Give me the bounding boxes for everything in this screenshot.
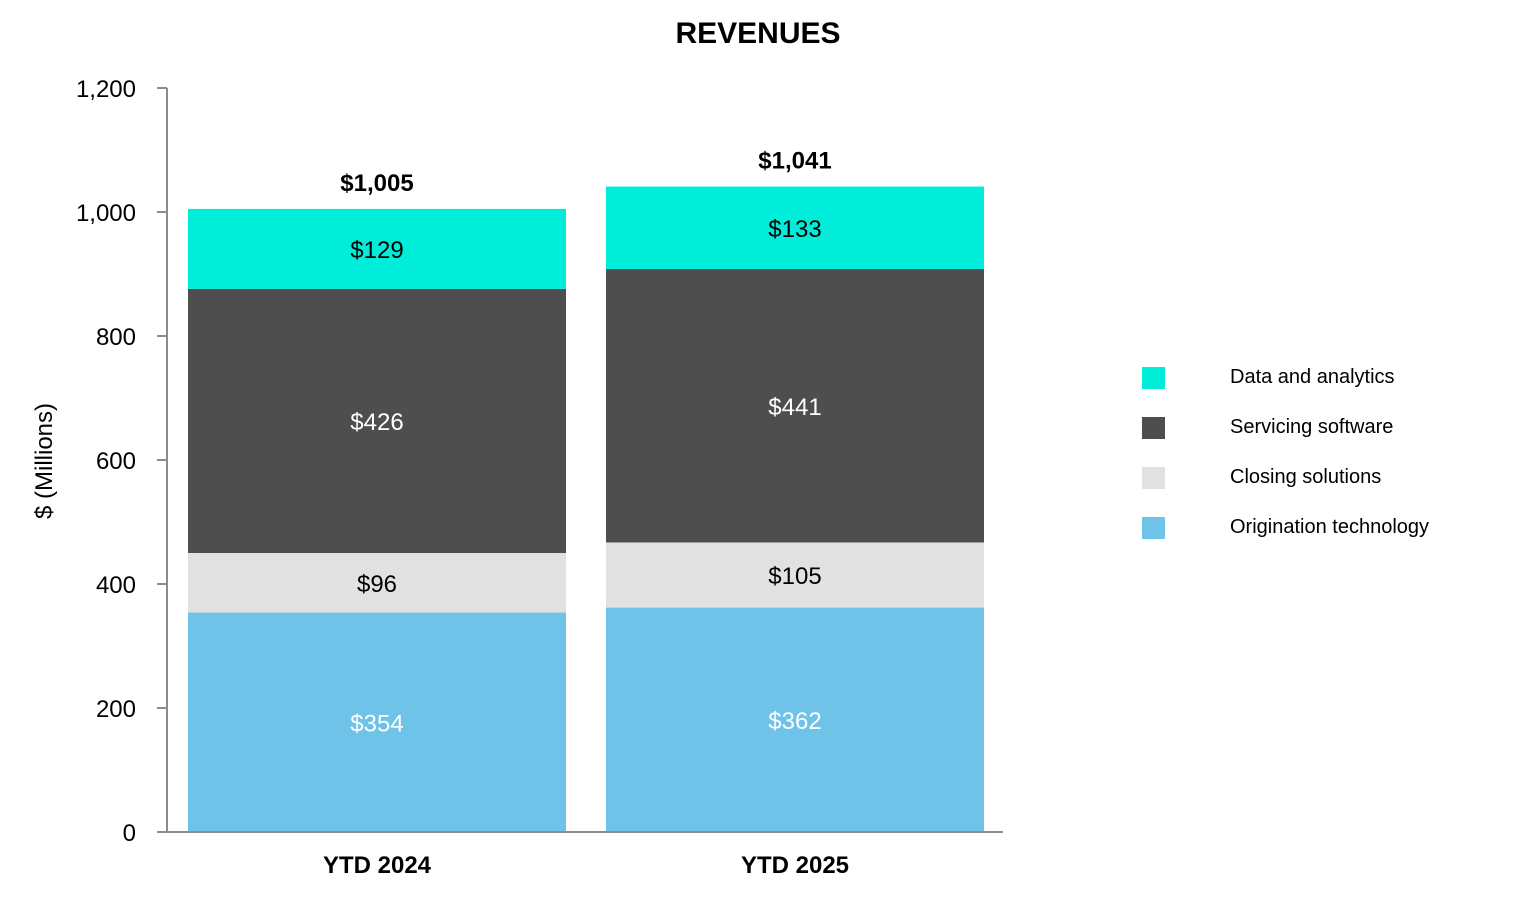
legend-item-closing-solutions: Closing solutions: [1142, 464, 1502, 514]
bar-data-and-analytics-2: [606, 186, 984, 270]
bar-closing-solutions-2: [606, 542, 984, 608]
y-tick-label: 600: [96, 448, 136, 475]
data-label-data-and-analytics: $133: [768, 216, 821, 243]
legend-swatch: [1142, 467, 1165, 489]
x-tick-label: YTD 2025: [741, 852, 849, 879]
legend: Data and analytics Servicing software Clos…: [1142, 364, 1502, 564]
legend-swatch: [1142, 417, 1165, 439]
y-tick-label: 1,000: [76, 200, 136, 227]
data-label-servicing-software: $441: [768, 394, 821, 421]
data-label-data-and-analytics: $129: [350, 237, 403, 264]
legend-item-origination-technology: Origination technology: [1142, 514, 1502, 564]
y-tick-label: 0: [123, 820, 136, 847]
axes: [157, 88, 1003, 833]
y-axis-label: $ (Millions): [31, 403, 58, 519]
legend-label: Origination technology: [1230, 516, 1430, 538]
data-label-closing-solutions: $105: [768, 563, 821, 590]
y-tick-label: 400: [96, 572, 136, 599]
legend-swatch: [1142, 517, 1165, 539]
y-axis: 0 200 400 600 800 1,000 1,200: [76, 76, 167, 847]
bar-servicing-software-2: [606, 269, 984, 543]
legend-label: Servicing software: [1230, 416, 1394, 438]
bar-servicing-software-1: [188, 288, 566, 553]
data-label-origination-technology: $354: [350, 710, 403, 737]
legend-item-servicing-software: Servicing software: [1142, 414, 1502, 464]
total-label: $1,005: [340, 170, 413, 197]
data-label-servicing-software: $426: [350, 409, 403, 436]
bar-data-and-analytics-1: [188, 208, 566, 289]
legend-item-data-and-analytics: Data and analytics: [1142, 364, 1502, 414]
bars: $354 $96 $426 $129 $1,005 $362 $105 $441 $133 $1,…: [188, 148, 984, 832]
legend-swatch: [1142, 367, 1165, 389]
data-label-closing-solutions: $96: [357, 571, 397, 598]
bar-closing-solutions-1: [188, 553, 566, 613]
y-tick-label: 1,200: [76, 76, 136, 103]
legend-label: Closing solutions: [1230, 466, 1382, 488]
chart-title: REVENUES: [675, 17, 840, 50]
y-tick-label: 800: [96, 324, 136, 351]
x-tick-label: YTD 2024: [323, 852, 432, 879]
y-tick-label: 200: [96, 696, 136, 723]
data-label-origination-technology: $362: [768, 708, 821, 735]
total-label: $1,041: [758, 148, 831, 175]
bar-origination-technology-2: [606, 607, 984, 832]
legend-label: Data and analytics: [1230, 366, 1395, 388]
bar-origination-technology-1: [188, 612, 566, 832]
x-axis: YTD 2024 YTD 2025: [323, 852, 849, 879]
